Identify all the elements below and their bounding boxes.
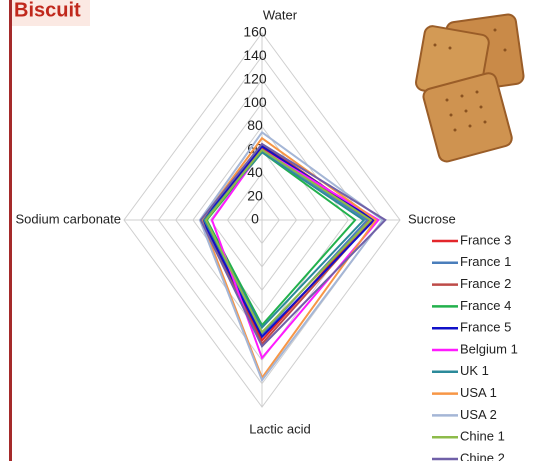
legend-label: France 5 <box>460 320 511 335</box>
legend-label: Chine 2 <box>460 450 505 461</box>
y-tick-label: 20 <box>247 187 263 203</box>
left-border <box>9 0 12 461</box>
series-line <box>199 142 387 348</box>
legend-label: USA 2 <box>460 407 497 422</box>
axis-label: Sucrose <box>408 211 456 226</box>
y-tick-label: 40 <box>247 164 263 180</box>
legend-label: Belgium 1 <box>460 341 518 356</box>
biscuit-image <box>415 13 525 163</box>
y-tick-label: 80 <box>247 117 263 133</box>
chart-title: Biscuit <box>14 0 81 21</box>
legend-label: UK 1 <box>460 363 489 378</box>
legend-label: USA 1 <box>460 385 497 400</box>
legend-label: France 1 <box>460 254 511 269</box>
y-tick-label: 120 <box>243 70 267 86</box>
axis-label: Water <box>263 7 298 22</box>
legend-label: France 4 <box>460 298 511 313</box>
y-tick-label: 0 <box>251 211 259 227</box>
series-line <box>204 148 373 334</box>
series-line <box>198 130 385 383</box>
y-tick-label: 100 <box>243 94 267 110</box>
title-background <box>12 0 90 26</box>
series-line <box>210 148 380 360</box>
y-tick-label: 140 <box>243 47 267 63</box>
legend-label: France 2 <box>460 276 511 291</box>
axis-label: Lactic acid <box>249 421 310 436</box>
axis-label: Sodium carbonate <box>15 211 121 226</box>
y-tick-label: 160 <box>243 24 267 40</box>
legend-label: Chine 1 <box>460 429 505 444</box>
legend-label: France 3 <box>460 232 511 247</box>
